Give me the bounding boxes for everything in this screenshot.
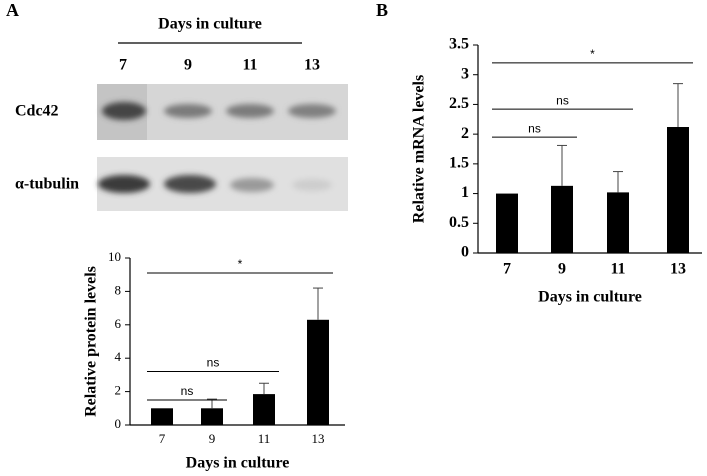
y-tick-label: 6 <box>115 316 122 331</box>
y-tick-label: 3.5 <box>449 36 469 53</box>
x-tick-label: 11 <box>258 431 271 446</box>
significance-label: ns <box>556 93 569 107</box>
panel-label: A <box>6 0 19 20</box>
significance-label: ns <box>181 384 194 398</box>
bar <box>151 408 173 425</box>
error-bar <box>207 398 217 409</box>
lane-label: 11 <box>242 57 257 74</box>
x-axis-label: Days in culture <box>538 289 642 306</box>
significance-label: * <box>590 47 595 61</box>
error-bar <box>673 83 683 128</box>
x-tick-label: 11 <box>610 261 625 278</box>
lane-label: 7 <box>119 57 127 74</box>
bar <box>667 127 689 253</box>
panel-label: B <box>376 0 388 20</box>
significance-label: * <box>238 257 243 271</box>
y-tick-label: 0.5 <box>449 214 469 231</box>
y-tick-label: 8 <box>115 282 122 297</box>
y-tick-label: 1 <box>461 184 469 201</box>
y-tick-label: 4 <box>115 349 122 364</box>
x-tick-label: 7 <box>159 431 166 446</box>
bar <box>307 319 329 425</box>
y-tick-label: 0 <box>115 416 122 431</box>
blot-title: Days in culture <box>158 16 262 33</box>
blot-row-label: α-tubulin <box>15 176 79 193</box>
x-tick-label: 13 <box>670 261 686 278</box>
y-tick-label: 0 <box>461 244 469 261</box>
bar <box>496 193 518 253</box>
error-bar <box>557 144 567 186</box>
y-axis-label: Relative mRNA levels <box>411 75 428 223</box>
x-axis-label: Days in culture <box>186 455 290 472</box>
x-tick-label: 7 <box>503 261 511 278</box>
y-tick-label: 2 <box>461 125 469 142</box>
x-tick-label: 13 <box>312 431 325 446</box>
significance-label: ns <box>207 356 220 370</box>
lane-label: 13 <box>304 57 320 74</box>
bar <box>607 192 629 253</box>
y-tick-label: 2 <box>115 383 122 398</box>
lane-label: 9 <box>184 57 192 74</box>
bar <box>551 185 573 253</box>
y-tick-label: 1.5 <box>449 155 469 172</box>
y-tick-label: 10 <box>108 249 121 264</box>
y-tick-label: 2.5 <box>449 95 469 112</box>
x-tick-label: 9 <box>209 431 216 446</box>
bar <box>253 394 275 425</box>
bar <box>201 408 223 425</box>
blot-row-label: Cdc42 <box>15 103 59 120</box>
error-bar <box>613 171 623 193</box>
y-tick-label: 3 <box>461 65 469 82</box>
error-bar <box>259 382 269 395</box>
y-axis-label: Relative protein levels <box>83 266 100 417</box>
x-tick-label: 9 <box>558 261 566 278</box>
error-bar <box>313 287 323 320</box>
significance-label: ns <box>528 121 541 135</box>
blot-cdc42 <box>97 84 348 140</box>
blot-tubulin <box>97 157 348 211</box>
